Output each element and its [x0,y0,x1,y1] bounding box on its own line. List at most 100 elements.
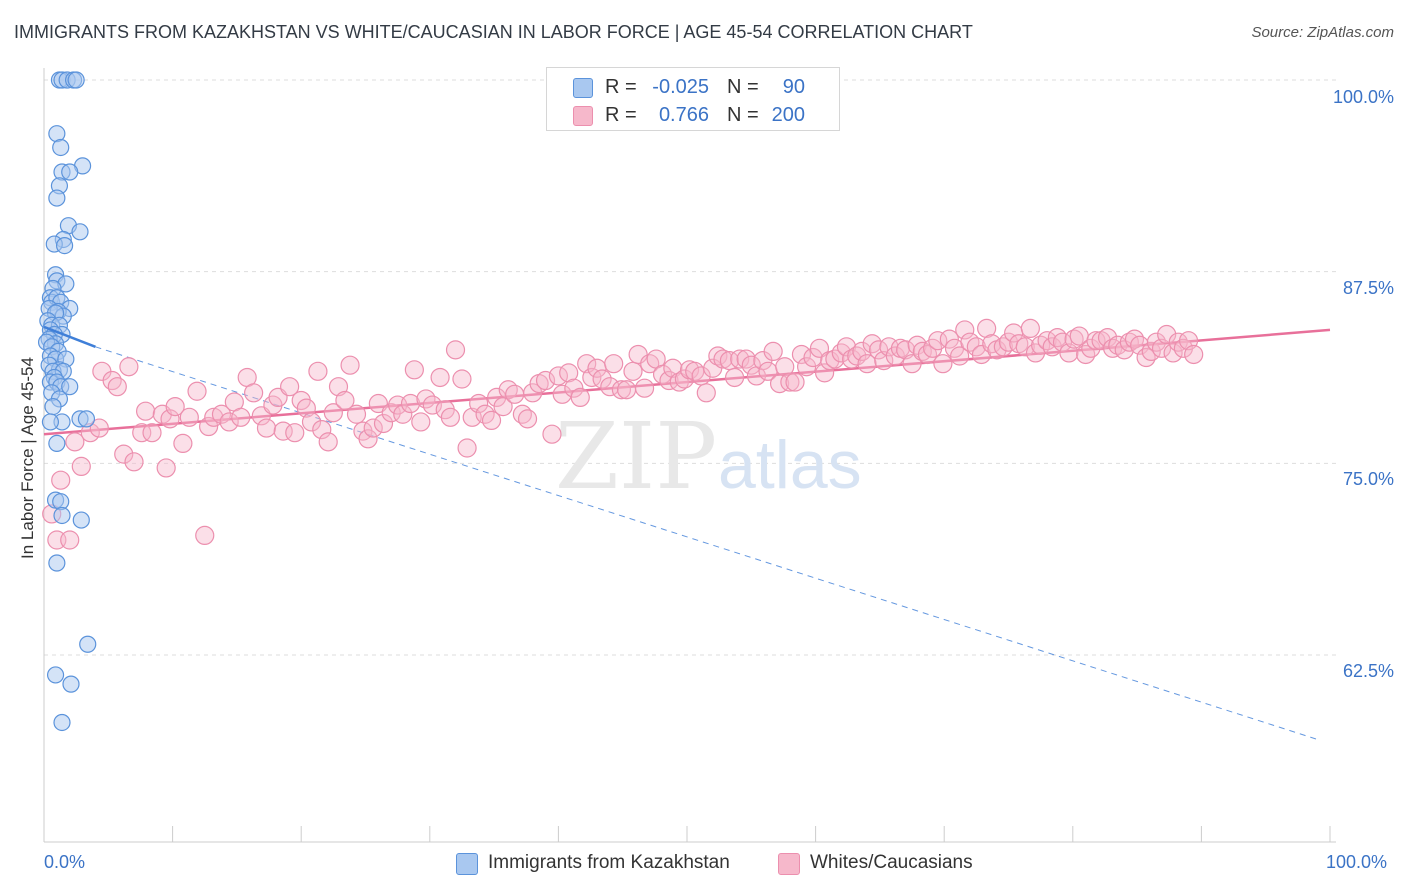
whites-caucasians-point [570,387,590,407]
whites-caucasians-point [430,367,450,388]
whites-caucasians-point [1086,331,1106,351]
kazakhstan-point [71,223,89,241]
whites-caucasians-point [708,346,728,366]
whites-caucasians-point [977,318,997,338]
legend-row-kazakhstan: R = -0.025 N = 90 [547,74,839,102]
whites-caucasians-point [559,363,579,383]
whites-caucasians-point [373,413,394,434]
watermark-zip: ZIP [555,403,717,510]
legend-n-label: N = [727,104,759,126]
whites-caucasians-point [1042,337,1062,357]
kazakhstan-point [55,237,74,255]
whites-caucasians-point [187,381,207,401]
whites-caucasians-point [1130,335,1150,355]
whites-caucasians-point [1146,332,1166,352]
whites-caucasians-points [42,318,1204,550]
kazakhstan-point [77,410,96,428]
series-legend: Immigrants from Kazakhstan Whites/Caucas… [0,852,1406,878]
kazakhstan-point [48,554,66,572]
whites-caucasians-point [195,525,215,546]
whites-caucasians-point [669,372,689,392]
whites-caucasians-point [736,349,756,369]
whites-caucasians-point [674,369,695,389]
watermark-atlas: atlas [718,427,862,503]
whites-caucasians-point [107,377,127,397]
kazakhstan-points [37,71,97,732]
legend-swatch-pink [573,106,593,126]
whites-caucasians-point [231,407,251,427]
legend-r-label: R = [605,104,637,126]
kazakhstan-point [53,506,71,525]
whites-caucasians-point [902,354,922,374]
kazakhstan-trend-extension [95,346,1318,740]
whites-caucasians-point [780,372,800,392]
legend-swatch-blue [573,78,593,98]
whites-caucasians-point [244,383,264,403]
whites-caucasians-point [933,354,953,374]
whites-caucasians-point [857,354,877,374]
whites-caucasians-point [119,357,139,377]
whites-caucasians-point [346,404,367,424]
whites-caucasians-point [114,444,134,464]
whites-caucasians-point [600,377,620,397]
legend-swatch-pink [778,853,800,875]
whites-caucasians-point [730,349,750,369]
kazakhstan-point [48,434,66,452]
kazakhstan-point [67,71,85,89]
whites-caucasians-point [340,355,360,375]
whites-caucasians-point [517,409,538,429]
kazakhstan-point [61,163,79,181]
whites-caucasians-point [1124,329,1145,349]
whites-caucasians-point [211,404,232,424]
whites-caucasians-point [831,343,851,363]
whites-caucasians-point [142,423,162,443]
whites-caucasians-point [335,390,355,411]
whites-caucasians-point [204,407,224,427]
kazakhstan-point [61,378,79,396]
legend-swatch-blue [456,853,478,875]
kazakhstan-point [79,635,97,653]
whites-caucasians-point [404,360,424,380]
whites-caucasians-point [604,354,624,374]
whites-caucasians-point [1163,343,1183,363]
whites-caucasians-point [659,370,679,391]
chart-title: IMMIGRANTS FROM KAZAKHSTAN VS WHITE/CAUC… [14,22,973,42]
whites-caucasians-point [60,530,80,550]
whites-caucasians-point [1076,344,1096,365]
whites-caucasians-point [160,409,180,429]
whites-caucasians-point [982,334,1002,354]
whites-caucasians-point [422,395,442,415]
whites-caucasians-point [852,341,872,361]
whites-caucasians-point [611,380,632,400]
whites-caucasians-point [179,407,199,427]
y-tick-label: 62.5% [1342,661,1394,681]
legend-label: Whites/Caucasians [810,852,973,873]
whites-caucasians-point [393,404,413,424]
kazakhstan-point [41,413,60,431]
legend-label: Immigrants from Kazakhstan [488,852,730,873]
whites-caucasians-point [440,407,460,427]
whites-caucasians-point [1015,337,1035,357]
whites-caucasians-point [955,320,975,340]
kazakhstan-point [72,511,90,529]
whites-caucasians-point [65,432,85,452]
y-tick-label: 75.0% [1342,469,1394,489]
whites-caucasians-point [156,458,176,478]
whites-caucasians-point [724,367,745,388]
whites-caucasians-point [763,341,783,361]
whites-caucasians-point [165,397,185,417]
whites-caucasians-point [939,329,959,349]
whites-caucasians-point [301,412,322,432]
whites-caucasians-point [102,370,122,391]
legend-r-value: -0.025 [652,76,709,98]
kazakhstan-point [52,138,70,157]
whites-caucasians-point [785,372,805,392]
whites-caucasians-point [815,363,835,383]
correlation-legend: R = -0.025 N = 90 R = 0.766 N = 200 [546,67,840,131]
whites-caucasians-point [132,423,152,443]
whites-caucasians-point [582,367,602,388]
whites-caucasians-point [285,423,305,443]
whites-caucasians-point [400,393,421,414]
whites-caucasians-point [842,349,862,369]
